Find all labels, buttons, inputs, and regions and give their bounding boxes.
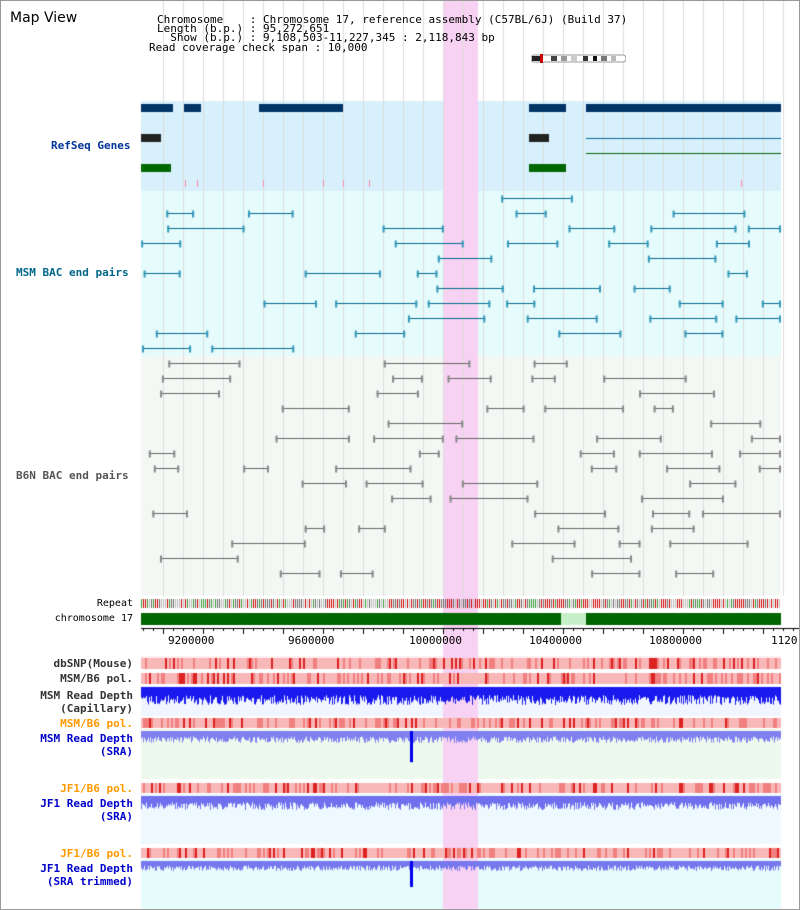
axis-tick-label: 10400000 bbox=[529, 634, 582, 647]
track-label-line: MSM Read Depth bbox=[40, 732, 133, 745]
track-label-msm-b6-pol-2: MSM/B6 pol. bbox=[60, 717, 133, 730]
axis-tick-label: 10800000 bbox=[649, 634, 702, 647]
track-label-jf1-b6-pol: JF1/B6 pol. bbox=[60, 782, 133, 795]
track-label-line: (SRA) bbox=[99, 810, 133, 823]
axis-tick-label: 9600000 bbox=[288, 634, 335, 647]
axis-tick-label: 10000000 bbox=[409, 634, 462, 647]
page-title: Map View bbox=[10, 10, 78, 26]
track-label-line: JF1 Read Depth bbox=[40, 797, 133, 810]
track-label-refseq-genes[interactable]: RefSeq Genes bbox=[51, 139, 131, 152]
track-label-line: JF1 Read Depth bbox=[40, 862, 133, 875]
track-label-msm-bac[interactable]: MSM BAC end pairs bbox=[16, 266, 129, 279]
track-label-dbsnp: dbSNP(Mouse) bbox=[53, 657, 133, 670]
axis-tick-label: 9200000 bbox=[168, 634, 215, 647]
chromosome-ideogram[interactable] bbox=[531, 54, 626, 63]
info-chromosome: Chromosome : Chromosome 17, reference as… bbox=[157, 13, 628, 26]
track-label-msm-depth-capillary: MSM Read Depth (Capillary) bbox=[40, 689, 133, 715]
track-label-line: (SRA trimmed) bbox=[46, 875, 133, 888]
axis-tick-label: 1120 bbox=[771, 634, 798, 647]
track-label-msm-b6-pol: MSM/B6 pol. bbox=[60, 672, 133, 685]
track-label-line: (SRA) bbox=[99, 745, 133, 758]
track-label-jf1-depth-trimmed: JF1 Read Depth (SRA trimmed) bbox=[40, 862, 133, 888]
track-label-chromosome: chromosome 17 bbox=[54, 613, 133, 624]
track-label-jf1-b6-pol-2: JF1/B6 pol. bbox=[60, 847, 133, 860]
track-label-b6n-bac[interactable]: B6N BAC end pairs bbox=[16, 469, 129, 482]
info-show-range: Show (b.p.) : 9,108,503-11,227,345 : 2,1… bbox=[157, 31, 495, 44]
track-label-line: MSM Read Depth bbox=[40, 689, 133, 702]
track-label-line: (Capillary) bbox=[60, 702, 133, 715]
info-length: Length (b.p.) : 95,272,651 bbox=[157, 22, 330, 35]
track-label-jf1-depth-sra: JF1 Read Depth (SRA) bbox=[40, 797, 133, 823]
info-coverage-span: Read coverage check span : 10,000 bbox=[149, 41, 368, 54]
track-label-msm-depth-sra: MSM Read Depth (SRA) bbox=[40, 732, 133, 758]
track-label-repeat: Repeat bbox=[96, 598, 133, 609]
